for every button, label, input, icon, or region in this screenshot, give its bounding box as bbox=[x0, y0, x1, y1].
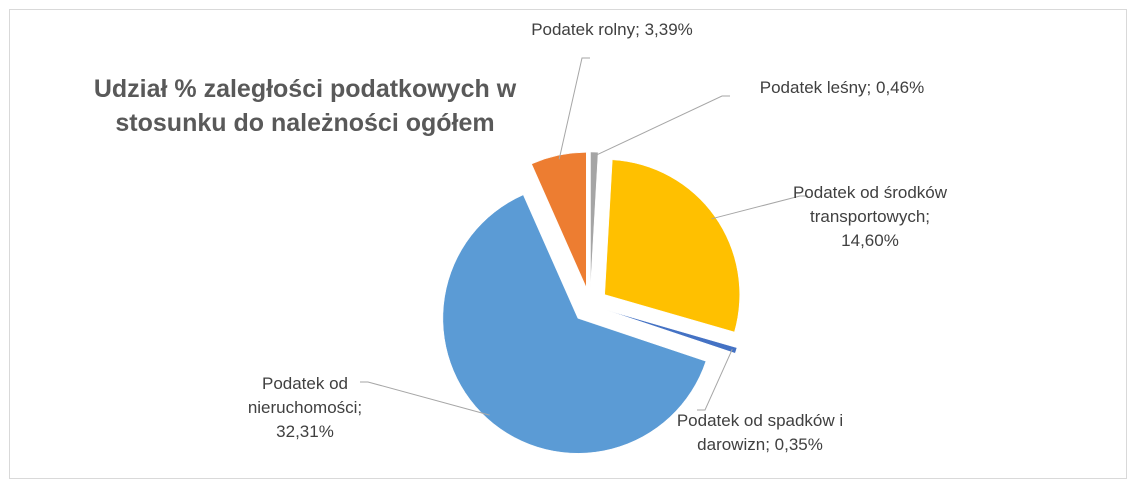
pie-slice bbox=[590, 151, 599, 288]
data-label: Podatek od spadków i darowizn; 0,35% bbox=[676, 411, 844, 454]
pie-slice bbox=[607, 310, 738, 354]
leader-line bbox=[558, 57, 590, 160]
leader-line bbox=[711, 195, 808, 220]
chart-title: Udział % zaległości podatkowych w stosun… bbox=[93, 75, 517, 137]
leader-line bbox=[593, 95, 730, 157]
leader-line bbox=[360, 381, 490, 416]
data-label: Podatek od środków transportowych; 14,60… bbox=[792, 183, 948, 250]
pie-slice bbox=[604, 159, 740, 333]
data-label: Podatek rolny; 3,39% bbox=[531, 20, 693, 39]
pie-slice bbox=[531, 152, 587, 288]
data-label: Podatek leśny; 0,46% bbox=[759, 78, 925, 97]
data-label: Podatek od nieruchomości; 32,31% bbox=[247, 374, 363, 441]
pie-slice bbox=[442, 194, 707, 454]
leader-line bbox=[697, 349, 733, 411]
